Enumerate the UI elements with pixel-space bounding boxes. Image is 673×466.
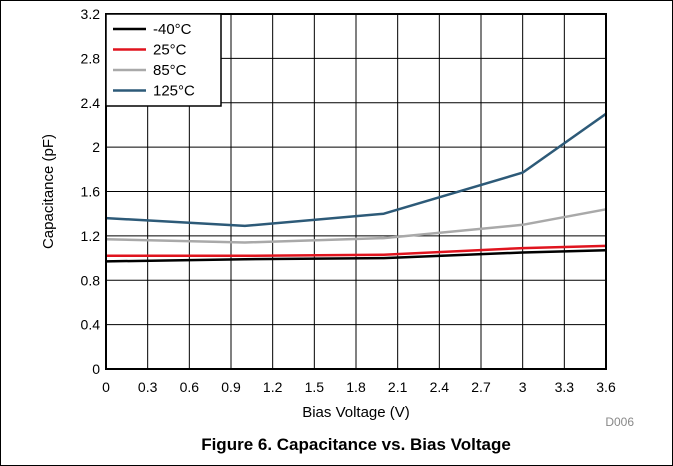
x-tick-label: 1.8: [346, 379, 366, 395]
y-tick-labels: 0 0.4 0.8 1.2 1.6 2 2.4 2.8 3.2: [81, 6, 101, 377]
y-tick-label: 0: [92, 361, 100, 377]
y-axis-label: Capacitance (pF): [40, 134, 57, 249]
x-tick-label: 0.3: [138, 379, 158, 395]
x-tick-label: 2.4: [430, 379, 450, 395]
legend-label-0: -40°C: [153, 21, 192, 38]
x-tick-label: 3.6: [596, 379, 616, 395]
y-tick-label: 3.2: [81, 6, 101, 22]
legend-label-2: 85°C: [153, 62, 187, 79]
y-tick-label: 0.8: [81, 272, 101, 288]
x-tick-labels: 0 0.3 0.6 0.9 1.2 1.5 1.8 2.1 2.4 2.7 3 3.3 3.6: [102, 379, 616, 395]
x-tick-label: 2.1: [388, 379, 408, 395]
legend-label-1: 25°C: [153, 42, 187, 59]
x-tick-label: 0: [102, 379, 110, 395]
series-line-0: [105, 249, 607, 263]
y-tick-label: 0.4: [81, 317, 101, 333]
y-tick-label: 2: [92, 139, 100, 155]
x-tick-label: 2.7: [471, 379, 491, 395]
x-axis-label: Bias Voltage (V): [302, 404, 410, 421]
series-layer: [105, 112, 607, 263]
x-tick-label: 1.2: [263, 379, 283, 395]
series-line-1: [106, 244, 607, 258]
plot-border: [105, 13, 607, 370]
x-tick-label: 3: [519, 379, 527, 395]
series-line-2: [105, 208, 607, 244]
legend: -40°C 25°C 85°C 125°C: [105, 13, 222, 107]
y-tick-label: 2.8: [81, 50, 101, 66]
y-tick-label: 1.6: [81, 184, 101, 200]
legend-label-3: 125°C: [153, 83, 195, 100]
x-tick-label: 0.6: [180, 379, 200, 395]
y-tick-label: 2.4: [81, 95, 101, 111]
x-tick-label: 1.5: [305, 379, 325, 395]
y-tick-label: 1.2: [81, 228, 101, 244]
figure-code: D006: [605, 415, 634, 429]
figure-caption: Figure 6. Capacitance vs. Bias Voltage: [201, 435, 511, 454]
series-line-3: [105, 112, 607, 228]
x-tick-label: 3.3: [555, 379, 575, 395]
x-tick-label: 0.9: [221, 379, 241, 395]
